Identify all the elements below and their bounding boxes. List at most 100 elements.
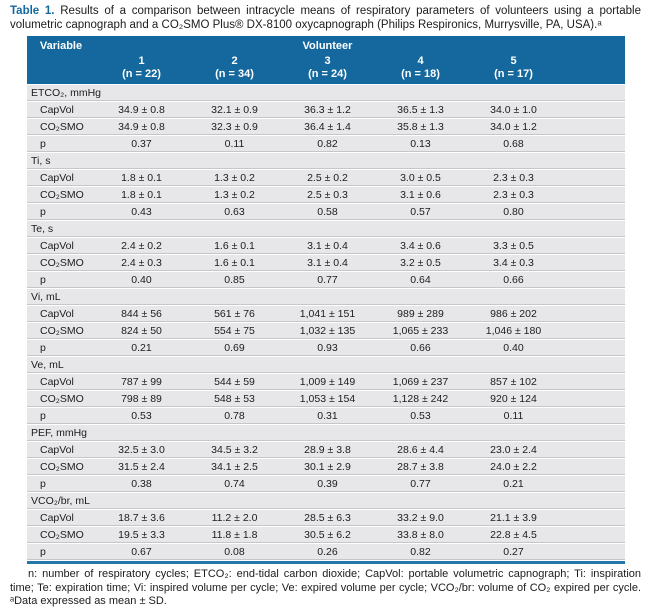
filler-cell bbox=[560, 374, 625, 390]
section-header-row: Vi, mL bbox=[27, 289, 625, 306]
value-cell: 3.0 ± 0.5 bbox=[400, 172, 441, 184]
value-cell: 1.6 ± 0.1 bbox=[214, 257, 255, 269]
value-cell: 0.77 bbox=[317, 274, 338, 286]
table-row: p 0.38 0.74 0.39 0.77 0.21 bbox=[27, 476, 625, 493]
value-cell: 1,069 ± 237 bbox=[392, 376, 449, 388]
volunteer-n-count: (n = 24) bbox=[308, 68, 347, 80]
table-row: p 0.21 0.69 0.93 0.66 0.40 bbox=[27, 340, 625, 357]
value-cell: 3.4 ± 0.3 bbox=[493, 257, 534, 269]
filler-cell bbox=[560, 544, 625, 560]
row-label: CapVol bbox=[40, 240, 74, 252]
value-cell: 28.5 ± 6.3 bbox=[304, 512, 351, 524]
value-cell: 0.11 bbox=[503, 410, 524, 422]
value-cell: 3.1 ± 0.4 bbox=[307, 240, 348, 252]
value-cell: 989 ± 289 bbox=[397, 308, 444, 320]
value-cell: 561 ± 76 bbox=[214, 308, 255, 320]
value-cell: 36.3 ± 1.2 bbox=[304, 104, 351, 116]
value-cell: 11.8 ± 1.8 bbox=[211, 529, 258, 541]
value-cell: 2.5 ± 0.2 bbox=[307, 172, 348, 184]
value-cell: 1,032 ± 135 bbox=[299, 325, 356, 337]
value-cell: 0.74 bbox=[224, 478, 245, 490]
filler-cell bbox=[560, 340, 625, 356]
volunteer-number: 1 bbox=[138, 55, 145, 67]
table-row: CO₂SMO 34.9 ± 0.8 32.3 ± 0.9 36.4 ± 1.4 35.8… bbox=[27, 119, 625, 136]
volunteer-column-header: 2 (n = 34) bbox=[188, 54, 281, 81]
value-cell: 1.6 ± 0.1 bbox=[214, 240, 255, 252]
table-row: p 0.67 0.08 0.26 0.82 0.27 bbox=[27, 544, 625, 561]
section-header-row: Ti, s bbox=[27, 153, 625, 170]
value-cell: 28.6 ± 4.4 bbox=[397, 444, 444, 456]
value-cell: 28.9 ± 3.8 bbox=[304, 444, 351, 456]
value-cell: 1,041 ± 151 bbox=[299, 308, 356, 320]
value-cell: 34.5 ± 3.2 bbox=[211, 444, 258, 456]
filler-cell bbox=[560, 119, 625, 135]
volunteer-column-header: 4 (n = 18) bbox=[374, 54, 467, 81]
filler-cell bbox=[560, 187, 625, 203]
value-cell: 548 ± 53 bbox=[214, 393, 255, 405]
value-cell: 0.26 bbox=[317, 546, 338, 558]
value-cell: 1,046 ± 180 bbox=[485, 325, 542, 337]
value-cell: 824 ± 50 bbox=[121, 325, 162, 337]
table-body: ETCO₂, mmHg CapVol 34.9 ± 0.8 32.1 ± 0.9 36.… bbox=[27, 84, 625, 561]
value-cell: 28.7 ± 3.8 bbox=[397, 461, 444, 473]
value-cell: 0.11 bbox=[224, 138, 245, 150]
column-header-volunteer-group: Volunteer bbox=[302, 40, 353, 52]
value-cell: 844 ± 56 bbox=[121, 308, 162, 320]
value-cell: 30.5 ± 6.2 bbox=[304, 529, 351, 541]
filler-cell bbox=[560, 136, 625, 152]
filler-cell bbox=[560, 272, 625, 288]
value-cell: 986 ± 202 bbox=[490, 308, 537, 320]
filler-cell bbox=[560, 510, 625, 526]
row-label: CapVol bbox=[40, 104, 74, 116]
value-cell: 24.0 ± 2.2 bbox=[490, 461, 537, 473]
value-cell: 0.66 bbox=[503, 274, 524, 286]
row-label: CapVol bbox=[40, 512, 74, 524]
value-cell: 2.3 ± 0.3 bbox=[493, 172, 534, 184]
table-row: CO₂SMO 824 ± 50 554 ± 75 1,032 ± 135 1,065 ±… bbox=[27, 323, 625, 340]
value-cell: 920 ± 124 bbox=[490, 393, 537, 405]
table-row: CapVol 32.5 ± 3.0 34.5 ± 3.2 28.9 ± 3.8 28.6… bbox=[27, 442, 625, 459]
table-row: CapVol 2.4 ± 0.2 1.6 ± 0.1 3.1 ± 0.4 3.4 ± 0… bbox=[27, 238, 625, 255]
table-caption-text: Results of a comparison between intracyc… bbox=[10, 5, 641, 31]
value-cell: 34.0 ± 1.0 bbox=[490, 104, 537, 116]
value-cell: 1.3 ± 0.2 bbox=[214, 172, 255, 184]
volunteer-n-count: (n = 22) bbox=[122, 68, 161, 80]
filler-cell bbox=[560, 459, 625, 475]
value-cell: 31.5 ± 2.4 bbox=[118, 461, 165, 473]
row-label: CapVol bbox=[40, 308, 74, 320]
value-cell: 2.4 ± 0.2 bbox=[121, 240, 162, 252]
volunteer-column-header: 1 (n = 22) bbox=[95, 54, 188, 81]
value-cell: 0.39 bbox=[317, 478, 338, 490]
value-cell: 0.82 bbox=[410, 546, 431, 558]
value-cell: 0.21 bbox=[131, 342, 152, 354]
value-cell: 11.2 ± 2.0 bbox=[211, 512, 258, 524]
value-cell: 0.63 bbox=[224, 206, 245, 218]
results-table: Variable Volunteer 1 (n = 22) 2 (n = 34) 3 (n… bbox=[27, 36, 625, 564]
value-cell: 0.66 bbox=[410, 342, 431, 354]
row-label: p bbox=[40, 138, 46, 150]
value-cell: 787 ± 99 bbox=[121, 376, 162, 388]
filler-cell bbox=[560, 306, 625, 322]
table-row: CapVol 787 ± 99 544 ± 59 1,009 ± 149 1,069 ±… bbox=[27, 374, 625, 391]
value-cell: 30.1 ± 2.9 bbox=[304, 461, 351, 473]
table-row: p 0.43 0.63 0.58 0.57 0.80 bbox=[27, 204, 625, 221]
row-label: CO₂SMO bbox=[40, 121, 84, 133]
table-row: CapVol 34.9 ± 0.8 32.1 ± 0.9 36.3 ± 1.2 36.5… bbox=[27, 102, 625, 119]
row-label: CO₂SMO bbox=[40, 529, 84, 541]
row-label: p bbox=[40, 546, 46, 558]
value-cell: 34.9 ± 0.8 bbox=[118, 104, 165, 116]
volunteer-column-header: 3 (n = 24) bbox=[281, 54, 374, 81]
table-header: Variable Volunteer 1 (n = 22) 2 (n = 34) 3 (n… bbox=[27, 36, 625, 84]
value-cell: 0.43 bbox=[131, 206, 152, 218]
value-cell: 34.9 ± 0.8 bbox=[118, 121, 165, 133]
section-header-row: PEF, mmHg bbox=[27, 425, 625, 442]
row-label: p bbox=[40, 478, 46, 490]
value-cell: 1.8 ± 0.1 bbox=[121, 172, 162, 184]
value-cell: 0.78 bbox=[224, 410, 245, 422]
table-caption-label: Table 1. bbox=[10, 5, 55, 17]
value-cell: 23.0 ± 2.4 bbox=[490, 444, 537, 456]
value-cell: 22.8 ± 4.5 bbox=[490, 529, 537, 541]
value-cell: 2.5 ± 0.3 bbox=[307, 189, 348, 201]
value-cell: 0.38 bbox=[131, 478, 152, 490]
filler-cell bbox=[560, 442, 625, 458]
